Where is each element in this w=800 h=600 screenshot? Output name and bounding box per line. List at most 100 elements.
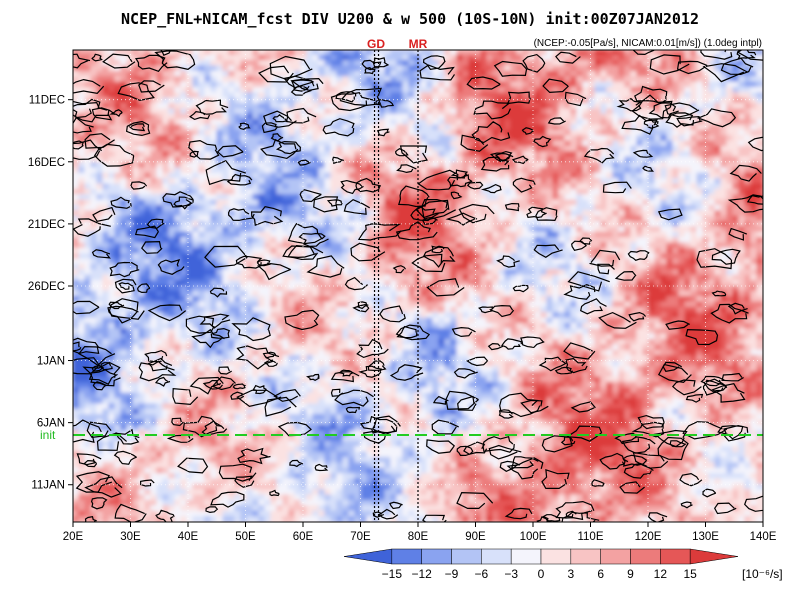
contour-line: [488, 444, 522, 460]
marker-lines: [373, 50, 419, 522]
contour-line: [511, 155, 529, 165]
contour-line: [372, 511, 385, 518]
contour-line: [711, 383, 746, 403]
contour-line: [326, 199, 343, 207]
chart-subtitle: (NCEP:-0.05[Pa/s], NICAM:0.01[m/s]) (1.0…: [534, 38, 762, 49]
contour-line: [96, 432, 127, 451]
contour-line: [73, 140, 84, 150]
contour-line: [189, 150, 199, 158]
contour-line: [627, 250, 650, 261]
contour-line: [138, 360, 177, 382]
contour-line: [510, 456, 539, 469]
contour-line: [570, 401, 596, 413]
contour-line: [450, 191, 463, 200]
contour-line: [411, 253, 446, 273]
contour-line: [234, 475, 255, 488]
contour-line: [432, 395, 449, 405]
contour-line: [125, 120, 151, 137]
contour-line: [335, 91, 357, 103]
contour-line: [533, 244, 563, 259]
contour-line: [567, 271, 610, 292]
contour-line: [632, 149, 654, 158]
contour-line: [415, 199, 456, 221]
contour-line: [702, 488, 717, 498]
contour-line: [665, 320, 690, 330]
contour-line: [189, 376, 224, 395]
contour-line: [554, 366, 573, 375]
contour-line: [236, 389, 282, 407]
contour-line: [512, 177, 536, 193]
contour-line: [589, 249, 621, 267]
contour-line: [92, 381, 108, 391]
colorbar-tick-label: −9: [445, 567, 459, 581]
contour-line: [619, 481, 645, 494]
contour-line: [744, 495, 763, 512]
contour-line: [262, 351, 277, 359]
init-label: init: [40, 428, 56, 442]
y-tick-label: 6JAN: [37, 418, 65, 430]
y-tick-label: 16DEC: [28, 157, 65, 169]
contour-line: [117, 82, 155, 102]
contour-line: [73, 300, 100, 315]
colorbar-cell: [689, 548, 739, 565]
contour-line: [182, 415, 222, 438]
contour-line: [210, 491, 245, 508]
contour-line: [218, 366, 232, 375]
contour-line: [583, 147, 615, 164]
contour-line: [702, 379, 728, 396]
contour-line: [535, 207, 558, 222]
contour-line: [83, 459, 98, 468]
contour-line: [487, 342, 504, 351]
contour-line: [357, 301, 369, 310]
contour-line: [257, 262, 292, 281]
contour-line: [501, 338, 522, 350]
x-tick-label: 70E: [350, 531, 371, 543]
contour-line: [141, 240, 163, 254]
contour-line: [188, 139, 220, 160]
contour-line: [522, 53, 546, 73]
contour-line: [598, 311, 637, 329]
contour-line: [290, 77, 324, 91]
contour-line: [108, 301, 125, 310]
x-tick-label: 110E: [577, 531, 603, 543]
contour-line: [199, 313, 231, 329]
contour-line: [261, 122, 278, 134]
colorbar: −15 −12 −9 −6 −3 0 3 6 9 12 15 [10⁻⁶/s]: [343, 548, 783, 581]
colorbar-tick-label: −3: [504, 567, 518, 581]
contour-line: [73, 100, 100, 119]
contour-line: [565, 425, 603, 442]
contour-line: [555, 51, 581, 64]
contour-line: [676, 60, 708, 75]
contour-line: [297, 159, 311, 166]
contour-line: [91, 249, 111, 259]
contour-line: [91, 53, 103, 62]
contour-line: [711, 290, 727, 297]
marker-label-mr: MR: [409, 37, 428, 51]
contour-line: [154, 376, 171, 387]
contour-line: [628, 311, 647, 322]
contour-line: [290, 85, 312, 96]
x-tick-label: 30E: [120, 531, 141, 543]
x-tick-label: 50E: [235, 531, 256, 543]
contour-line: [421, 216, 438, 226]
contour-line: [685, 328, 719, 346]
contour-line: [727, 194, 763, 213]
colorbar-tick-label: −12: [411, 567, 432, 581]
contour-line: [657, 363, 692, 384]
contour-line: [466, 356, 489, 367]
chart-title: NCEP_FNL+NICAM_fcst DIV U200 & w 500 (10…: [121, 10, 699, 28]
contour-line: [358, 365, 383, 378]
init-line-group: init: [40, 428, 763, 442]
contour-line: [84, 516, 97, 522]
contour-line: [330, 388, 344, 397]
colorbar-tick-label: 15: [683, 567, 697, 581]
contour-line: [643, 118, 660, 129]
x-axis: 20E 30E 40E 50E 60E 70E 80E 90E 100E 110E 120E 130E…: [63, 522, 777, 543]
contour-line: [506, 91, 531, 105]
contour-line: [680, 501, 693, 509]
y-tick-label: 1JAN: [37, 356, 65, 368]
contour-line: [541, 435, 573, 453]
contour-line: [73, 341, 82, 352]
contour-line: [746, 195, 763, 205]
